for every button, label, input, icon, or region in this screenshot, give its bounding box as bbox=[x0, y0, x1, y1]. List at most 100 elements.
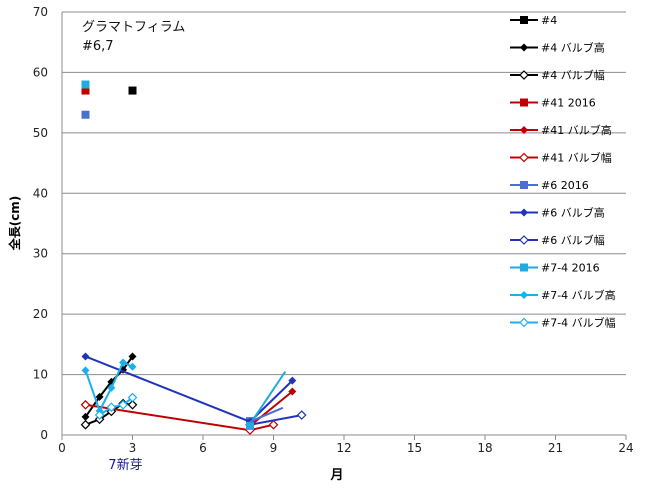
x-tick-label-21: 21 bbox=[548, 441, 563, 455]
y-tick-label-0: 0 bbox=[40, 428, 48, 442]
legend-label-0: #4 bbox=[541, 14, 557, 27]
data-point-2-0 bbox=[80, 419, 91, 430]
series-5 bbox=[80, 399, 279, 436]
y-tick-label-20: 20 bbox=[33, 307, 48, 321]
legend-item-5: #41 バルブ幅 bbox=[510, 151, 612, 165]
data-point-10-0 bbox=[81, 366, 90, 375]
legend-label-6: #6 2016 bbox=[541, 179, 589, 192]
x-tick-label-9: 9 bbox=[270, 441, 278, 455]
data-point-1-1 bbox=[95, 392, 104, 401]
series-line-4 bbox=[249, 390, 293, 427]
legend-label-11: #7-4 バルブ幅 bbox=[541, 316, 616, 330]
y-tick-label-70: 70 bbox=[33, 5, 48, 19]
series-line-11 bbox=[99, 396, 134, 416]
legend-swatch-marker-1 bbox=[520, 43, 528, 52]
data-point-9-1 bbox=[246, 421, 254, 430]
legend-swatch-marker-8 bbox=[519, 235, 529, 245]
y-tick-label-10: 10 bbox=[33, 368, 48, 382]
data-point-5-2 bbox=[268, 419, 279, 430]
data-point-8-1 bbox=[296, 410, 307, 420]
data-point-1-0 bbox=[81, 412, 90, 421]
chart-subtitle: #6,7 bbox=[82, 39, 114, 54]
data-point-1-4 bbox=[128, 352, 137, 361]
series-0 bbox=[128, 86, 137, 95]
legend-swatch-marker-10 bbox=[520, 291, 528, 299]
legend-item-7: #6 バルブ高 bbox=[510, 206, 605, 220]
data-point-10-4 bbox=[128, 362, 137, 371]
legend-swatch-marker-4 bbox=[520, 126, 528, 134]
y-tick-label-60: 60 bbox=[33, 65, 48, 79]
legend-label-2: #4 バルブ幅 bbox=[541, 68, 605, 82]
legend-label-3: #41 2016 bbox=[541, 97, 596, 110]
legend-item-4: #41 バルブ高 bbox=[510, 123, 612, 137]
x-tick-label-24: 24 bbox=[618, 441, 633, 455]
data-point-6-0 bbox=[81, 110, 90, 119]
data-point-7-2 bbox=[288, 376, 297, 385]
y-tick-label-40: 40 bbox=[33, 186, 48, 200]
legend-item-0: #4 bbox=[510, 14, 557, 27]
annotation-0: 7新芽 bbox=[108, 457, 142, 473]
x-tick-label-0: 0 bbox=[58, 441, 66, 455]
legend-swatch-marker-11 bbox=[519, 317, 529, 328]
chart-title: グラマトフィラム bbox=[82, 20, 185, 35]
y-axis-label: 全長(cm) bbox=[7, 196, 22, 252]
legend-label-1: #4 バルブ高 bbox=[541, 41, 605, 55]
series-11 bbox=[94, 392, 138, 420]
legend-label-7: #6 バルブ高 bbox=[541, 206, 605, 220]
legend-label-8: #6 バルブ幅 bbox=[541, 233, 605, 247]
series-3 bbox=[81, 86, 90, 95]
data-point-0-0 bbox=[128, 86, 137, 95]
data-series bbox=[80, 80, 307, 436]
data-point-11-3 bbox=[127, 392, 138, 403]
data-point-11-0 bbox=[94, 410, 105, 420]
data-point-5-0 bbox=[80, 399, 91, 410]
data-point-10-2 bbox=[107, 383, 116, 392]
data-point-11-1 bbox=[106, 402, 117, 413]
series-2 bbox=[80, 398, 138, 430]
legend-swatch-marker-0 bbox=[520, 16, 528, 24]
data-point-7-0 bbox=[81, 352, 90, 361]
series-line-8 bbox=[249, 414, 302, 426]
series-line-7 bbox=[85, 355, 293, 423]
legend-item-1: #4 バルブ高 bbox=[510, 41, 605, 55]
legend-item-3: #41 2016 bbox=[510, 97, 596, 110]
legend-label-5: #41 バルブ幅 bbox=[541, 151, 612, 165]
legend-swatch-marker-3 bbox=[520, 98, 528, 107]
legend-item-10: #7-4 バルブ高 bbox=[510, 288, 616, 302]
legend-label-10: #7-4 バルブ高 bbox=[541, 288, 616, 302]
x-tick-label-12: 12 bbox=[336, 441, 351, 455]
legend-item-6: #6 2016 bbox=[510, 179, 589, 192]
x-tick-label-3: 3 bbox=[129, 441, 137, 455]
legend-item-9: #7-4 2016 bbox=[510, 262, 600, 275]
x-tick-labels: 0 3 6 9 12 15 18 21 24 bbox=[58, 441, 633, 455]
legend-swatch-marker-7 bbox=[520, 208, 528, 217]
y-tick-labels: 0 10 20 30 40 50 60 70 bbox=[33, 5, 48, 442]
x-tick-label-15: 15 bbox=[407, 441, 422, 455]
legend-item-11: #7-4 バルブ幅 bbox=[510, 316, 616, 330]
legend-item-2: #4 バルブ幅 bbox=[510, 68, 605, 82]
legend-swatch-marker-9 bbox=[520, 263, 528, 272]
series-line-12 bbox=[249, 371, 287, 425]
data-point-10-3 bbox=[119, 358, 128, 367]
legend-swatch-marker-2 bbox=[519, 70, 529, 80]
legend-item-8: #6 バルブ幅 bbox=[510, 233, 605, 247]
y-tick-label-50: 50 bbox=[33, 126, 48, 140]
series-9 bbox=[81, 80, 254, 430]
y-tick-label-30: 30 bbox=[33, 247, 48, 261]
legend-label-4: #41 バルブ高 bbox=[541, 123, 612, 137]
x-tick-label-6: 6 bbox=[199, 441, 207, 455]
data-point-4-1 bbox=[288, 387, 297, 396]
grid-lines bbox=[62, 11, 626, 436]
data-point-2-4 bbox=[127, 399, 138, 410]
legend-label-9: #7-4 2016 bbox=[541, 262, 600, 275]
data-point-11-2 bbox=[118, 399, 128, 410]
legend-swatch-marker-5 bbox=[519, 152, 529, 163]
x-axis-label: 月 bbox=[329, 468, 343, 483]
data-point-3-0 bbox=[81, 86, 90, 95]
series-13 bbox=[249, 406, 284, 423]
legend: #4 #4 バルブ高 #4 バルブ幅 #41 2016 #41 バルブ高 #41 バルブ幅… bbox=[510, 14, 616, 330]
series-line-13 bbox=[249, 406, 284, 423]
legend-swatch-marker-6 bbox=[520, 181, 528, 189]
series-12 bbox=[249, 371, 287, 425]
